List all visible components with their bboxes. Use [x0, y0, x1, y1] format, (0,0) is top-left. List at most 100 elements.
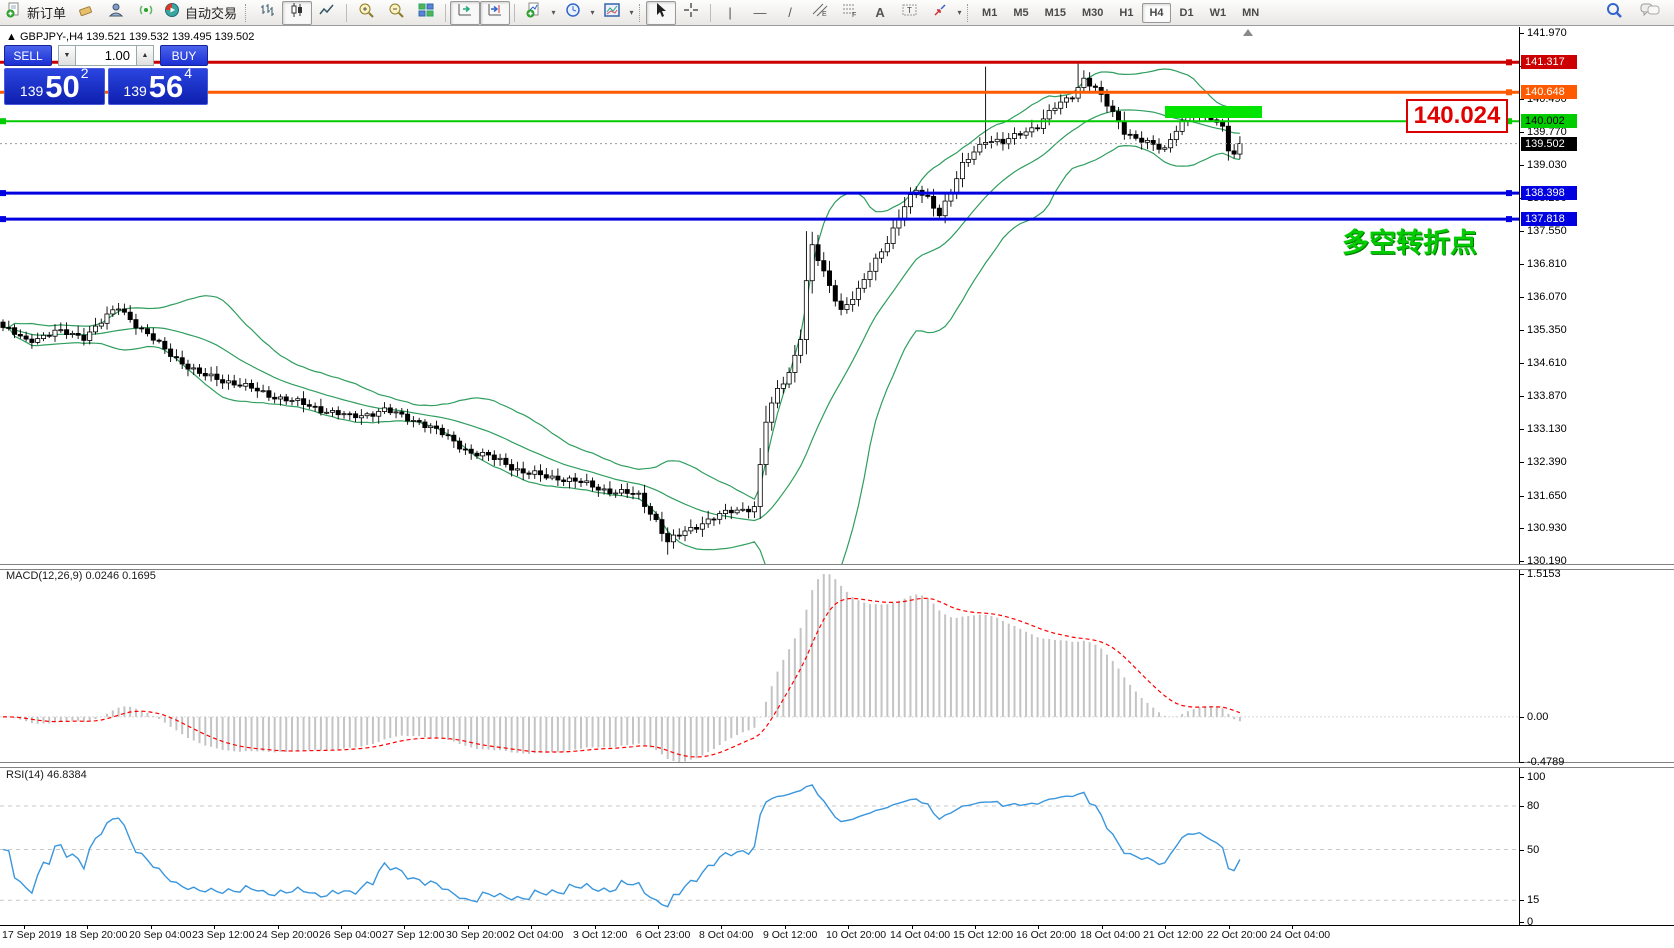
one-click-trading-panel: SELL ▼ 1.00 ▲ BUY 139 50 2 139 56 4: [4, 45, 208, 105]
main-toolbar: 新订单 自动交易 ▾ ▾ ▾ | — / E F A: [0, 0, 1674, 26]
search-button[interactable]: [1599, 1, 1629, 25]
horizontal-line-button[interactable]: —: [745, 1, 775, 25]
timeframe-H4[interactable]: H4: [1142, 2, 1171, 23]
autotrading-label: 自动交易: [185, 6, 238, 21]
trendline-button[interactable]: /: [775, 1, 805, 25]
eraser-icon: [78, 2, 94, 23]
chart-shift-button[interactable]: [480, 0, 511, 25]
timeframe-M15[interactable]: M15: [1044, 6, 1066, 19]
timeframe-MN[interactable]: MN: [1242, 6, 1260, 19]
ask-pip: 4: [184, 65, 193, 81]
zoom-out-icon: [388, 2, 404, 23]
zoom-in-button[interactable]: [351, 1, 381, 25]
green-highlight-zone[interactable]: [1165, 106, 1262, 118]
profile-button[interactable]: [101, 1, 131, 25]
panel-splitter-macd[interactable]: [0, 564, 1674, 570]
horizontal-line-icon: —: [753, 5, 767, 20]
arrows-icon: [932, 2, 948, 23]
chat-icon: [1640, 2, 1660, 23]
time-axis-line: [0, 925, 1674, 926]
arrows-dropdown[interactable]: ▾: [957, 8, 962, 17]
buy-button[interactable]: BUY: [160, 45, 208, 66]
tile-windows-button[interactable]: [411, 1, 441, 25]
bid-pip: 2: [80, 65, 89, 81]
templates-icon: [604, 2, 620, 23]
svg-text:E: E: [822, 11, 827, 18]
cursor-button[interactable]: [646, 0, 677, 25]
new-order-label: 新订单: [27, 6, 67, 21]
price-callout-box[interactable]: 140.024: [1406, 99, 1508, 133]
timeframe-H1[interactable]: H1: [1119, 6, 1134, 19]
clock-icon: [565, 2, 581, 23]
indicators-button[interactable]: [519, 1, 549, 25]
chart-bars-button[interactable]: [252, 1, 282, 25]
auto-scroll-icon: [457, 2, 473, 23]
crosshair-button[interactable]: [676, 1, 706, 25]
new-order-icon: [6, 2, 22, 23]
profile-icon: [108, 2, 124, 23]
vertical-line-button[interactable]: |: [715, 1, 745, 25]
volume-input[interactable]: 1.00: [76, 45, 136, 66]
ask-quote[interactable]: 139 56 4: [107, 65, 208, 105]
signal-icon: [138, 2, 154, 23]
ask-prefix: 139: [123, 83, 147, 99]
bid-quote[interactable]: 139 50 2: [4, 65, 105, 105]
turning-point-note[interactable]: 多空转折点: [1342, 228, 1477, 258]
new-order-button[interactable]: 新订单: [3, 1, 71, 25]
bid-prefix: 139: [19, 83, 44, 99]
text-button[interactable]: A: [865, 1, 895, 25]
chart-shift-marker[interactable]: [1243, 29, 1253, 36]
timeframe-M1[interactable]: M1: [982, 6, 998, 19]
toolbar-grip: [245, 3, 249, 22]
indicators-dropdown[interactable]: ▾: [551, 8, 556, 17]
eraser-button[interactable]: [71, 1, 101, 25]
search-icon: [1606, 2, 1623, 24]
signal-button[interactable]: [131, 1, 161, 25]
fibonacci-button[interactable]: F: [835, 1, 865, 25]
fibonacci-icon: F: [841, 2, 859, 23]
toolbar-separator: [710, 3, 712, 22]
trendline-icon: /: [788, 5, 792, 20]
chart-candles-button[interactable]: [282, 0, 313, 25]
timeframe-M30[interactable]: M30: [1082, 6, 1104, 19]
chat-button[interactable]: [1635, 1, 1665, 25]
text-label-button[interactable]: T: [895, 1, 925, 25]
equidistant-channel-icon: E: [811, 2, 829, 23]
panel-splitter-rsi[interactable]: [0, 762, 1674, 768]
crosshair-icon: [683, 2, 699, 23]
periods-dropdown[interactable]: ▾: [590, 8, 595, 17]
sell-button[interactable]: SELL: [4, 45, 52, 66]
arrows-button[interactable]: [925, 1, 955, 25]
bid-big: 50: [45, 69, 80, 104]
chart-line-button[interactable]: [312, 1, 342, 25]
templates-dropdown[interactable]: ▾: [629, 8, 634, 17]
channel-button[interactable]: E: [805, 1, 835, 25]
text-label-icon: T: [901, 2, 919, 23]
auto-scroll-button[interactable]: [450, 0, 481, 25]
indicators-icon: [526, 2, 542, 23]
periods-button[interactable]: [558, 1, 588, 25]
timeframe-group: M1 M5 M15 M30 H1 H4 D1 W1 MN: [974, 2, 1267, 23]
templates-button[interactable]: [597, 1, 627, 25]
price-axis-line: [1519, 27, 1520, 925]
zoom-out-button[interactable]: [381, 1, 411, 25]
timeframe-M5[interactable]: M5: [1013, 6, 1029, 19]
volume-decrease-button[interactable]: ▼: [58, 45, 76, 66]
toolbar-separator: [445, 3, 447, 22]
cursor-icon: [653, 2, 669, 23]
toolbar-grip: [967, 3, 971, 22]
svg-text:T: T: [907, 6, 912, 15]
timeframe-D1[interactable]: D1: [1179, 6, 1194, 19]
volume-increase-button[interactable]: ▲: [136, 45, 154, 66]
timeframe-W1[interactable]: W1: [1209, 6, 1227, 19]
ask-big: 56: [148, 69, 184, 104]
symbol-ohlc-header: ▲ GBPJPY-,H4 139.521 139.532 139.495 139…: [6, 31, 255, 43]
toolbar-grip: [639, 3, 643, 22]
autotrading-icon: [164, 2, 180, 23]
text-icon: A: [875, 5, 885, 20]
autotrading-button[interactable]: 自动交易: [161, 1, 242, 25]
tile-windows-icon: [418, 2, 434, 23]
chart-candles-icon: [289, 2, 305, 23]
toolbar-separator: [346, 3, 348, 22]
